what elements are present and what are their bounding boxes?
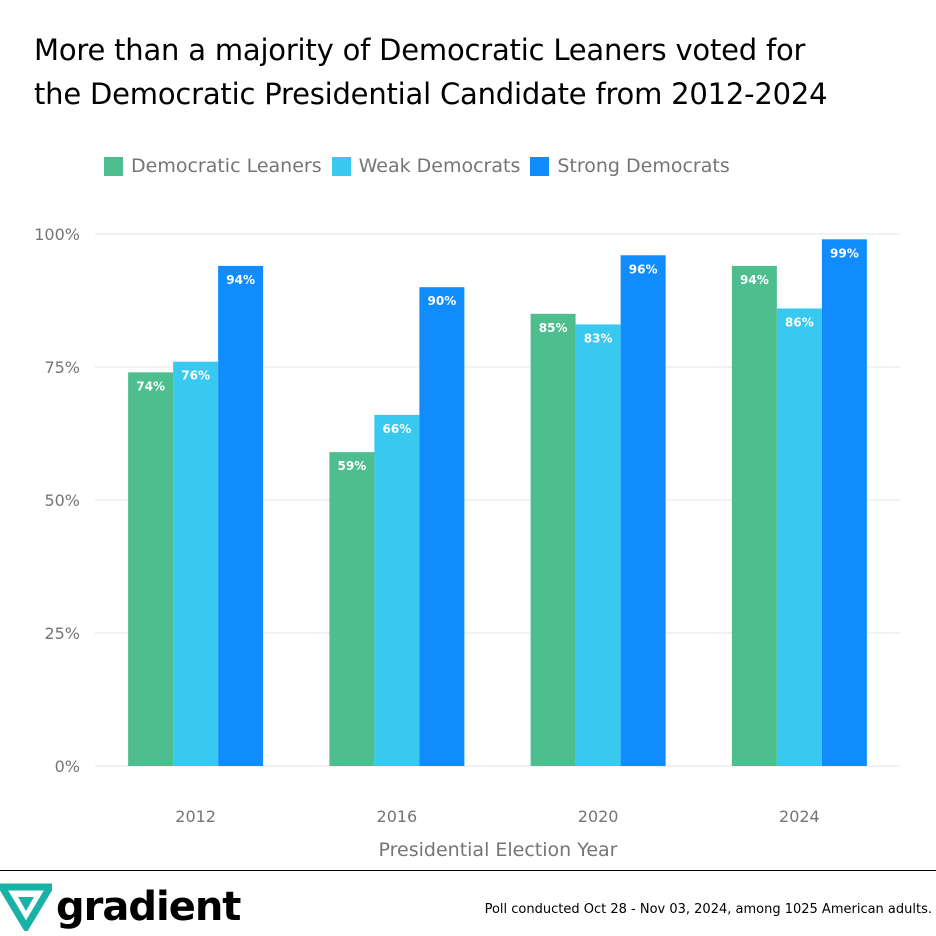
legend-item-democratic-leaners: Democratic Leaners bbox=[104, 155, 322, 177]
bar-2012-series-0 bbox=[128, 372, 174, 766]
legend-label-weak-democrats: Weak Democrats bbox=[358, 155, 521, 177]
data-label-2020-series-2: 96% bbox=[629, 262, 658, 276]
x-axis-tick-labels: 2012 2016 2020 2024 bbox=[175, 807, 819, 826]
data-label-2016-series-0: 59% bbox=[338, 459, 367, 473]
legend-label-strong-democrats: Strong Democrats bbox=[557, 155, 730, 177]
x-tick-label-2016: 2016 bbox=[377, 807, 418, 826]
chart-title-line-2: the Democratic Presidential Candidate fr… bbox=[34, 77, 828, 111]
footer-divider bbox=[0, 870, 936, 871]
y-tick-label-0: 0% bbox=[55, 757, 80, 776]
x-axis-title: Presidential Election Year bbox=[379, 839, 618, 861]
data-label-2012-series-0: 74% bbox=[136, 379, 165, 393]
y-tick-label-75: 75% bbox=[44, 358, 80, 377]
chart-legend: Democratic Leaners Weak Democrats Strong… bbox=[104, 151, 740, 181]
data-label-2020-series-0: 85% bbox=[539, 321, 568, 335]
legend-item-strong-democrats: Strong Democrats bbox=[530, 155, 730, 177]
data-label-2016-series-2: 90% bbox=[428, 294, 457, 308]
data-label-2016-series-1: 66% bbox=[383, 422, 412, 436]
y-tick-label-50: 50% bbox=[44, 491, 80, 510]
bar-2016-series-1 bbox=[374, 414, 420, 766]
x-tick-label-2012: 2012 bbox=[175, 807, 216, 826]
bar-2012-series-2 bbox=[218, 265, 264, 766]
legend-label-democratic-leaners: Democratic Leaners bbox=[131, 155, 322, 177]
bar-2020-series-1 bbox=[575, 324, 621, 766]
legend-swatch-democratic-leaners bbox=[104, 156, 123, 176]
legend-item-weak-democrats: Weak Democrats bbox=[331, 155, 521, 177]
data-label-2024-series-0: 94% bbox=[740, 273, 769, 287]
legend-swatch-weak-democrats bbox=[331, 156, 351, 176]
bar-2024-series-1 bbox=[776, 308, 822, 766]
bar-2016-series-0 bbox=[329, 452, 375, 766]
y-tick-label-100: 100% bbox=[34, 225, 80, 244]
bar-2012-series-1 bbox=[173, 361, 219, 766]
brand-name: gradient bbox=[56, 884, 241, 930]
data-labels: 74% 76% 94% 59% 66% 90% 85% 83% 96% 94% 86% 99% bbox=[136, 246, 858, 473]
bar-2024-series-0 bbox=[731, 265, 777, 766]
chart-title-line-1: More than a majority of Democratic Leane… bbox=[34, 33, 806, 67]
y-tick-label-25: 25% bbox=[44, 624, 80, 643]
data-label-2020-series-1: 83% bbox=[584, 331, 613, 345]
x-tick-label-2024: 2024 bbox=[779, 807, 820, 826]
data-label-2012-series-1: 76% bbox=[181, 369, 210, 383]
data-label-2024-series-1: 86% bbox=[785, 315, 814, 329]
data-label-2024-series-2: 99% bbox=[830, 246, 859, 260]
bar-2020-series-0 bbox=[530, 313, 576, 766]
bar-2024-series-2 bbox=[821, 239, 867, 766]
bar-2020-series-2 bbox=[620, 255, 666, 766]
bars bbox=[128, 239, 867, 766]
bar-2016-series-2 bbox=[419, 287, 465, 766]
gradient-v-logo-icon bbox=[0, 883, 52, 931]
x-tick-label-2020: 2020 bbox=[578, 807, 619, 826]
brand-logo: gradient bbox=[0, 882, 241, 932]
legend-swatch-strong-democrats bbox=[530, 156, 550, 176]
chart-title: More than a majority of Democratic Leane… bbox=[34, 28, 914, 116]
y-axis-tick-labels: 0% 25% 50% 75% 100% bbox=[34, 225, 80, 776]
poll-footnote: Poll conducted Oct 28 - Nov 03, 2024, am… bbox=[484, 902, 932, 917]
data-label-2012-series-2: 94% bbox=[226, 273, 255, 287]
